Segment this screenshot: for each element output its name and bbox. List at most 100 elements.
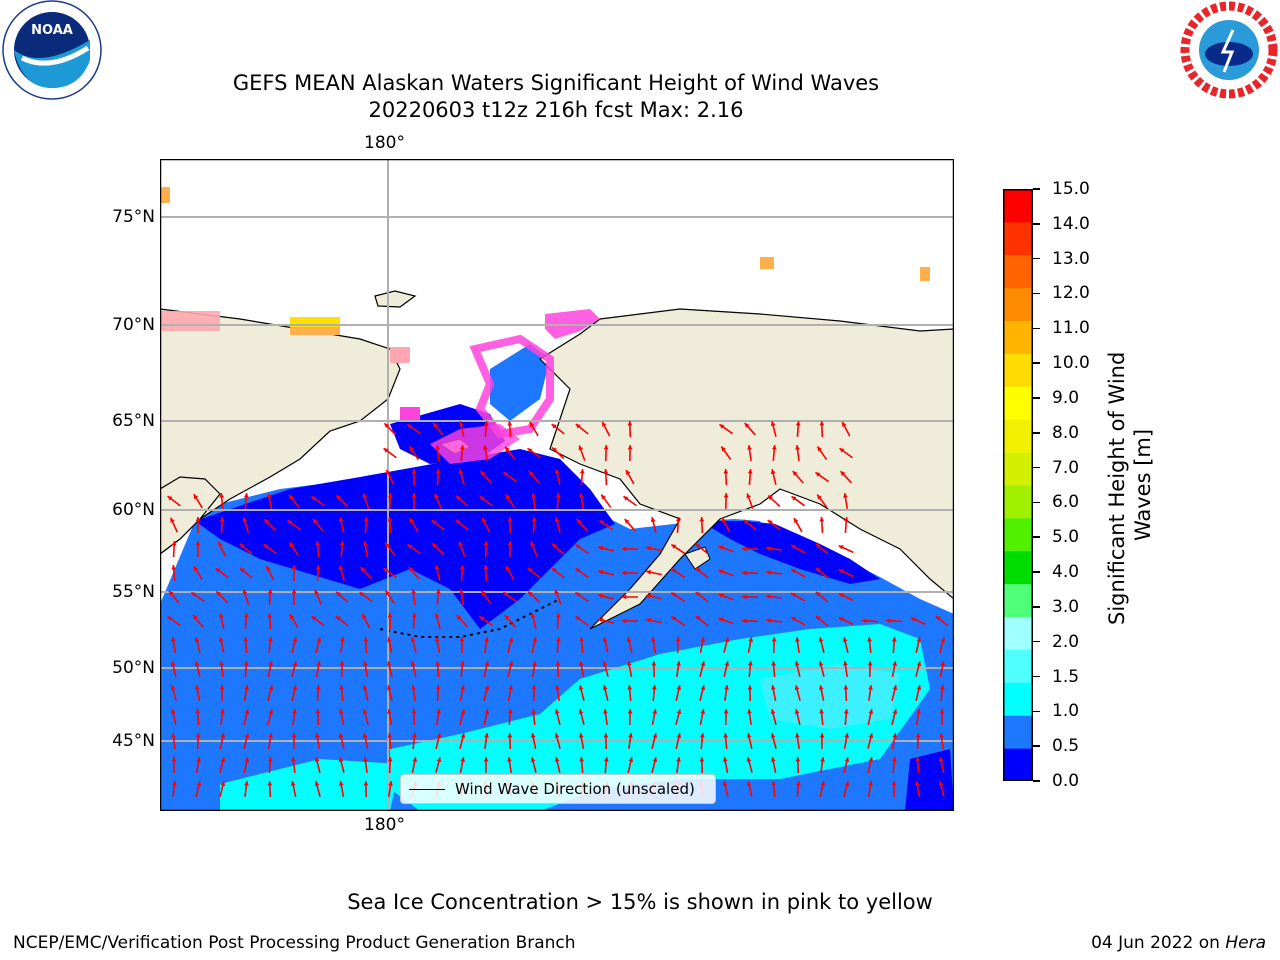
colorbar-tick-label: 14.0 xyxy=(1052,213,1090,234)
wave-direction-arrowhead xyxy=(436,733,442,739)
wave-direction-arrowhead xyxy=(718,617,724,623)
wave-direction-arrowhead xyxy=(386,661,392,667)
wave-direction-arrowhead xyxy=(622,570,627,576)
footer-branch: NCEP/EMC/Verification Post Processing Pr… xyxy=(13,933,576,953)
wave-direction-arrowhead xyxy=(311,496,317,501)
wave-direction-arrowhead xyxy=(171,733,176,738)
wave-direction-arrowhead xyxy=(795,637,800,642)
wave-direction-arrowhead xyxy=(818,637,824,643)
wave-direction-arrowhead xyxy=(795,781,801,786)
wave-direction-arrowhead xyxy=(219,493,225,498)
wave-direction-arrowhead xyxy=(652,757,658,763)
wave-direction-arrowhead xyxy=(791,593,797,598)
wave-direction-arrowhead xyxy=(676,733,682,739)
wave-direction-arrowhead xyxy=(817,494,822,500)
wave-direction-arrowhead xyxy=(532,661,537,666)
wave-direction-arrowhead xyxy=(412,757,418,762)
wave-direction-arrowhead xyxy=(386,685,392,691)
wave-direction-arrowhead xyxy=(868,685,873,690)
wave-direction-arrowhead xyxy=(628,733,633,738)
wave-direction-arrowhead xyxy=(436,709,441,714)
wave-direction-arrowhead xyxy=(838,569,844,574)
wave-direction-arrowhead xyxy=(916,685,922,691)
wave-direction-arrowhead xyxy=(892,709,898,715)
wave-direction-arrowhead xyxy=(242,589,248,595)
wave-direction-arrowhead xyxy=(695,544,701,549)
wave-direction-arrowhead xyxy=(363,757,368,762)
wave-direction-arrowhead xyxy=(531,685,537,690)
wave-direction-arrowhead xyxy=(838,617,844,622)
wave-direction-arrowhead xyxy=(700,709,706,714)
wave-direction-arrowhead xyxy=(191,592,197,597)
wave-direction-arrowhead xyxy=(195,733,201,738)
colorbar-tick-mark xyxy=(1033,780,1040,782)
wave-direction-arrowhead xyxy=(387,493,393,498)
wave-direction-arrowhead xyxy=(263,544,269,549)
wave-direction-arrowhead xyxy=(651,685,657,690)
wave-direction-arrowhead xyxy=(771,781,777,786)
wave-direction-arrowhead xyxy=(529,422,535,428)
wave-direction-arrowhead xyxy=(747,709,752,714)
colorbar-tick-label: 8.0 xyxy=(1052,422,1080,443)
wave-direction-arrowhead xyxy=(411,493,417,498)
wave-direction-arrowhead xyxy=(435,685,441,690)
sea-ice-patch xyxy=(430,424,520,464)
wave-direction-arrowhead xyxy=(434,565,440,571)
wave-direction-arrowhead xyxy=(192,614,198,620)
wave-direction-arrowhead xyxy=(385,542,390,548)
wave-direction-arrowhead xyxy=(291,589,297,594)
wave-direction-arrowhead xyxy=(724,685,729,690)
wave-direction-arrowhead xyxy=(483,445,488,450)
wave-direction-arrowhead xyxy=(458,421,464,426)
wave-direction-arrowhead xyxy=(507,733,513,738)
wave-direction-arrowhead xyxy=(794,518,799,524)
wave-direction-arrowhead xyxy=(432,543,438,549)
wave-direction-arrowhead xyxy=(479,616,485,621)
wave-direction-arrowhead xyxy=(435,445,441,450)
wave-direction-arrowhead xyxy=(844,781,850,787)
wave-direction-arrowhead xyxy=(939,709,945,714)
wave-direction-arrowhead xyxy=(795,757,801,762)
wave-direction-arrowhead xyxy=(483,421,489,426)
svg-text:Significant Height of Wind: Significant Height of Wind Waves [m] xyxy=(1105,345,1155,625)
wave-direction-arrowhead xyxy=(239,543,245,549)
wave-direction-arrowhead xyxy=(220,709,225,714)
wave-direction-arrowhead xyxy=(892,661,898,666)
wave-direction-arrowhead xyxy=(455,495,461,501)
wave-direction-arrowhead xyxy=(676,757,681,762)
wave-direction-arrowhead xyxy=(289,614,295,620)
wave-direction-arrowhead xyxy=(747,685,753,690)
wave-direction-arrowhead xyxy=(244,685,249,690)
wave-direction-arrowhead xyxy=(407,544,413,549)
wave-direction-arrowhead xyxy=(194,661,200,667)
wave-direction-arrowhead xyxy=(626,661,632,666)
wave-direction-arrowhead xyxy=(409,518,415,524)
wave-direction-arrowhead xyxy=(384,423,390,429)
wave-direction-arrowhead xyxy=(722,517,727,523)
wave-direction-arrowhead xyxy=(935,615,941,621)
colorbar-tick-mark xyxy=(1033,710,1040,713)
alaska-landmass xyxy=(539,308,954,630)
wave-direction-arrowhead xyxy=(718,569,724,575)
colorbar-segment xyxy=(1003,254,1033,289)
ocean-region xyxy=(390,624,930,811)
colorbar xyxy=(1003,189,1033,781)
wave-direction-arrowhead xyxy=(411,469,417,474)
wave-direction-arrowhead xyxy=(243,661,249,666)
wave-direction-arrowhead xyxy=(551,568,557,573)
wave-direction-arrowhead xyxy=(868,757,874,763)
wave-direction-arrowhead xyxy=(387,757,393,762)
wave-direction-arrowhead xyxy=(838,593,844,598)
wave-direction-arrowhead xyxy=(170,517,175,523)
colorbar-tick-mark xyxy=(1033,257,1040,260)
wave-direction-arrowhead xyxy=(844,757,850,763)
wave-direction-arrowhead xyxy=(646,593,651,599)
wave-direction-arrowhead xyxy=(479,496,485,501)
wave-direction-arrowhead xyxy=(819,517,825,522)
colorbar-tick-label: 1.5 xyxy=(1052,666,1080,687)
lat-label: 75°N xyxy=(112,207,155,227)
wave-direction-arrowhead xyxy=(484,661,490,667)
wave-direction-arrowhead xyxy=(671,592,677,597)
wave-direction-arrowhead xyxy=(239,567,245,573)
wave-direction-arrowhead xyxy=(839,448,845,453)
